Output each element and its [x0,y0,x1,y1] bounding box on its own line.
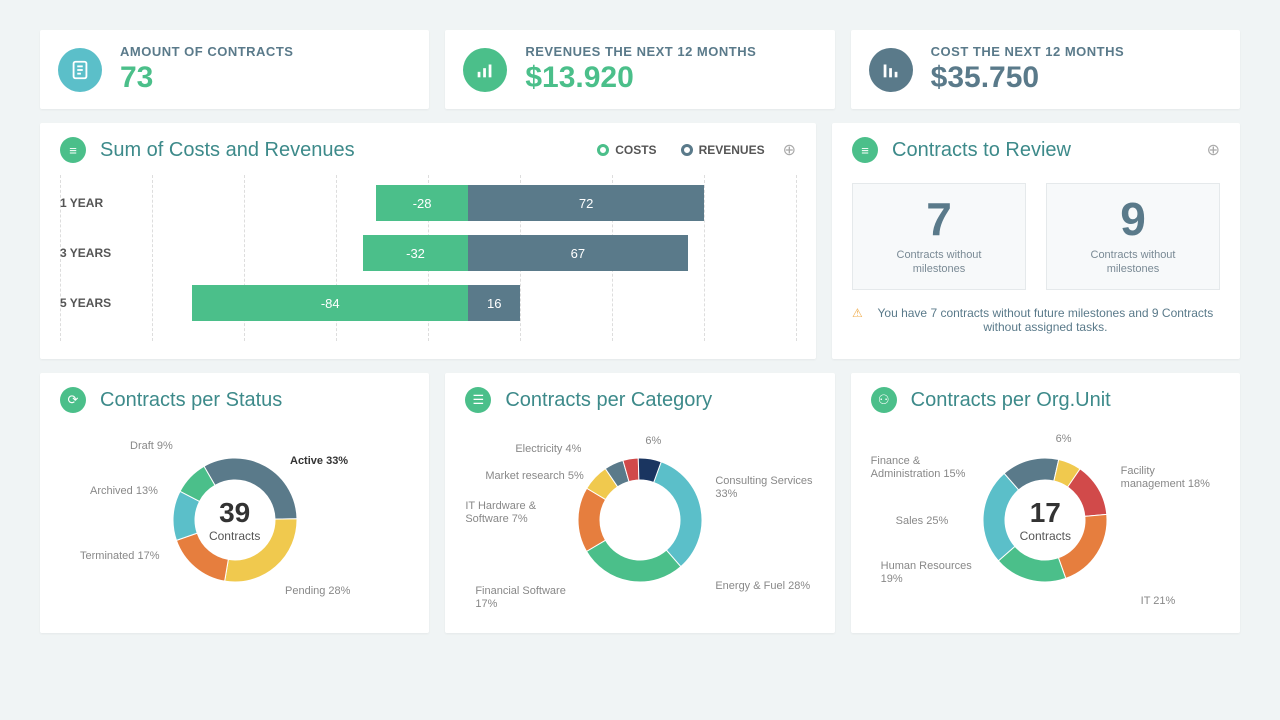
kpi-revenues: REVENUES THE NEXT 12 MONTHS $13.920 [445,30,834,109]
review-text: Contracts without milestones [1067,248,1199,277]
warning-text: You have 7 contracts without future mile… [871,306,1220,334]
document-icon [58,48,102,92]
bottom-row: ⟳ Contracts per Status 39ContractsActive… [40,373,1240,633]
legend-costs: COSTS [615,143,656,157]
kpi-row: AMOUNT OF CONTRACTS 73 REVENUES THE NEXT… [40,30,1240,109]
panel-title: Contracts to Review [892,139,1189,162]
kpi-contracts: AMOUNT OF CONTRACTS 73 [40,30,429,109]
panel-title: Contracts per Org.Unit [911,389,1220,412]
warning-icon: ⚠ [852,306,863,320]
orgunit-panel: ⚇ Contracts per Org.Unit 17ContractsFaci… [851,373,1240,633]
donut-orgunit: 17ContractsFacility management 18%IT 21%… [871,425,1220,615]
kpi-value: $35.750 [931,61,1125,95]
donut-category: Consulting Services 33%Energy & Fuel 28%… [465,425,814,615]
kpi-title: REVENUES THE NEXT 12 MONTHS [525,44,756,59]
bar-chart: 1 YEAR-28723 YEARS-32675 YEARS-8416 [60,175,796,341]
review-box[interactable]: 9 Contracts without milestones [1046,183,1220,290]
review-number: 9 [1067,196,1199,242]
review-number: 7 [873,196,1005,242]
refresh-icon: ⟳ [60,387,86,413]
kpi-title: COST THE NEXT 12 MONTHS [931,44,1125,59]
review-text: Contracts without milestones [873,248,1005,277]
kpi-value: $13.920 [525,61,756,95]
donut-status: 39ContractsActive 33%Pending 28%Terminat… [60,425,409,615]
kpi-value: 73 [120,61,293,95]
panel-title: Contracts per Category [505,389,814,412]
chart-down-icon [869,48,913,92]
panel-title: Contracts per Status [100,389,409,412]
layers-icon: ☰ [465,387,491,413]
list-icon: ≡ [60,137,86,163]
kpi-title: AMOUNT OF CONTRACTS [120,44,293,59]
panel-title: Sum of Costs and Revenues [100,139,597,162]
target-icon[interactable]: ⊕ [1207,140,1220,160]
legend: COSTS REVENUES [597,143,764,157]
list-icon: ≡ [852,137,878,163]
legend-revenues: REVENUES [699,143,765,157]
middle-row: ≡ Sum of Costs and Revenues COSTS REVENU… [40,123,1240,359]
kpi-costs: COST THE NEXT 12 MONTHS $35.750 [851,30,1240,109]
org-icon: ⚇ [871,387,897,413]
review-box[interactable]: 7 Contracts without milestones [852,183,1026,290]
review-panel: ≡ Contracts to Review ⊕ 7 Contracts with… [832,123,1240,359]
warning-message: ⚠ You have 7 contracts without future mi… [852,306,1220,334]
category-panel: ☰ Contracts per Category Consulting Serv… [445,373,834,633]
chart-up-icon [463,48,507,92]
status-panel: ⟳ Contracts per Status 39ContractsActive… [40,373,429,633]
cost-revenue-panel: ≡ Sum of Costs and Revenues COSTS REVENU… [40,123,816,359]
target-icon[interactable]: ⊕ [783,140,796,160]
